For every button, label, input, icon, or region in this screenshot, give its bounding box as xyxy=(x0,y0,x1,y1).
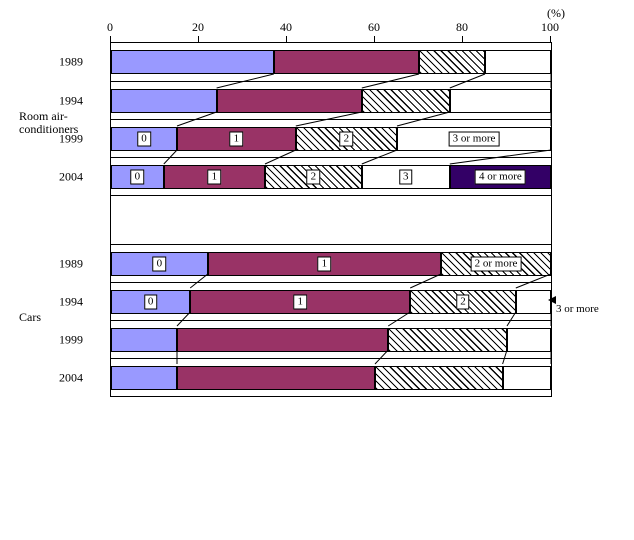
bar-segment xyxy=(503,366,551,390)
axis-tick: 0 xyxy=(107,20,113,35)
segment-label: 1 xyxy=(293,295,307,310)
year-label: 1994 xyxy=(59,294,83,309)
year-label: 1989 xyxy=(59,256,83,271)
bar-row: 1989 xyxy=(111,43,551,81)
bar: 0 1 2 xyxy=(111,290,551,314)
callout-connector xyxy=(554,299,556,307)
bar-segment: 1 xyxy=(190,290,410,314)
year-label: 1989 xyxy=(59,55,83,70)
year-label: 1994 xyxy=(59,93,83,108)
axis-tick: 40 xyxy=(280,20,292,35)
bar-segment xyxy=(362,89,450,113)
bar-segment: 3 xyxy=(362,165,450,189)
bar xyxy=(111,328,551,352)
bar-segment xyxy=(111,328,177,352)
bar: 0 1 2 3 or more xyxy=(111,127,551,151)
bar-segment xyxy=(111,50,274,74)
segment-label: 0 xyxy=(137,132,151,147)
bar-row: 1999Cars xyxy=(111,320,551,358)
segment-label: 1 xyxy=(318,257,332,272)
bar-row: 200401234 or more xyxy=(111,157,551,195)
segment-label: 0 xyxy=(153,257,167,272)
segment-label: 0 xyxy=(144,295,158,310)
bar-segment: 4 or more xyxy=(450,165,551,189)
bar-segment: 0 xyxy=(111,127,177,151)
bar-segment: 0 xyxy=(111,290,190,314)
bar-segment: 2 xyxy=(296,127,397,151)
bar-segment: 1 xyxy=(177,127,296,151)
bar-segment xyxy=(375,366,503,390)
segment-label: 2 or more xyxy=(471,257,522,272)
bar-segment xyxy=(217,89,362,113)
bar-segment: 1 xyxy=(164,165,265,189)
bar-segment: 2 xyxy=(265,165,362,189)
bar-segment xyxy=(388,328,507,352)
bar-segment xyxy=(516,290,551,314)
segment-label: 2 xyxy=(340,132,354,147)
bar-segment xyxy=(419,50,485,74)
group-gap xyxy=(111,195,551,244)
bar xyxy=(111,89,551,113)
x-axis: 020406080100 xyxy=(110,20,550,42)
callout-label: 3 or more xyxy=(556,303,599,315)
bar-segment xyxy=(177,366,375,390)
bar-segment xyxy=(274,50,419,74)
segment-label: 3 or more xyxy=(449,132,500,147)
segment-label: 2 xyxy=(456,295,470,310)
segment-label: 1 xyxy=(230,132,244,147)
bar-segment: 2 xyxy=(410,290,516,314)
axis-tick: 80 xyxy=(456,20,468,35)
bar-row: 2004 xyxy=(111,358,551,396)
bar: 0 1 2 3 4 or more xyxy=(111,165,551,189)
axis-tick: 60 xyxy=(368,20,380,35)
bar: 0 1 2 or more xyxy=(111,252,551,276)
year-label: 1999 xyxy=(59,332,83,347)
bar-segment xyxy=(111,89,217,113)
bar-segment: 2 or more xyxy=(441,252,551,276)
axis-tick: 100 xyxy=(541,20,559,35)
segment-label: 0 xyxy=(131,170,145,185)
group-label: Cars xyxy=(19,311,89,324)
segment-label: 2 xyxy=(307,170,321,185)
bar xyxy=(111,50,551,74)
bar-segment: 3 or more xyxy=(397,127,551,151)
axis-tick: 20 xyxy=(192,20,204,35)
bar-row: 1994012 xyxy=(111,282,551,320)
bar-segment xyxy=(507,328,551,352)
group-label: Room air-conditioners xyxy=(19,110,89,136)
bar-segment: 1 xyxy=(208,252,441,276)
segment-label: 4 or more xyxy=(475,170,526,185)
stacked-bar-chart: (%) 020406080100 198919941999Room air-co… xyxy=(25,20,585,397)
unit-label: (%) xyxy=(547,6,565,21)
bar-segment xyxy=(177,328,388,352)
year-label: 2004 xyxy=(59,370,83,385)
bar xyxy=(111,366,551,390)
segment-label: 1 xyxy=(208,170,222,185)
bar-segment xyxy=(111,366,177,390)
bar-row: 1989012 or more xyxy=(111,244,551,282)
bar-segment xyxy=(485,50,551,74)
plot-area: 198919941999Room air-conditioners0123 or… xyxy=(110,42,552,397)
bar-row: 1999Room air-conditioners0123 or more xyxy=(111,119,551,157)
bar-row: 1994 xyxy=(111,81,551,119)
bar-segment xyxy=(450,89,551,113)
bar-segment: 0 xyxy=(111,252,208,276)
segment-label: 3 xyxy=(399,170,413,185)
bar-segment: 0 xyxy=(111,165,164,189)
year-label: 2004 xyxy=(59,169,83,184)
